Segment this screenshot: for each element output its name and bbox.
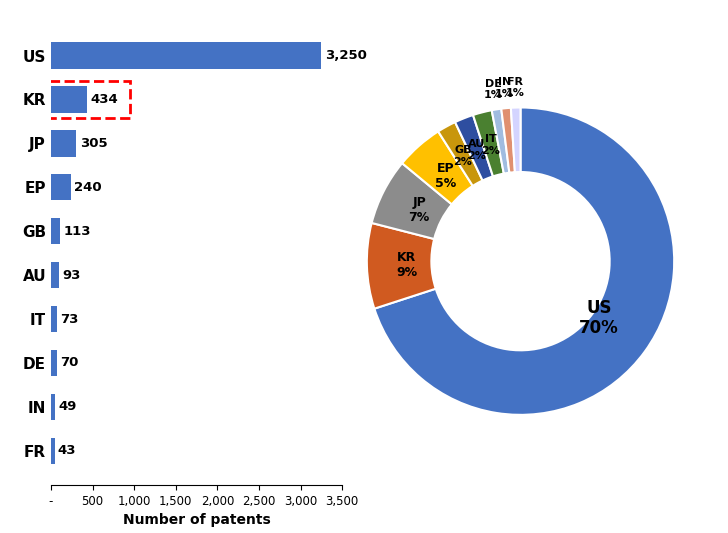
Text: 113: 113 bbox=[63, 225, 91, 238]
Text: IN
1%: IN 1% bbox=[495, 77, 514, 99]
Text: GB
2%: GB 2% bbox=[454, 146, 472, 167]
Bar bbox=[51, 218, 60, 245]
Bar bbox=[51, 262, 59, 288]
Text: EP
5%: EP 5% bbox=[435, 162, 456, 190]
Text: US
70%: US 70% bbox=[579, 298, 619, 337]
Wedge shape bbox=[491, 109, 510, 174]
Text: 3,250: 3,250 bbox=[325, 49, 367, 62]
Bar bbox=[51, 306, 57, 332]
Text: 70: 70 bbox=[60, 357, 79, 369]
Text: IT
2%: IT 2% bbox=[481, 134, 500, 156]
Text: 49: 49 bbox=[58, 400, 76, 414]
Bar bbox=[51, 43, 321, 69]
Bar bbox=[51, 394, 55, 420]
Wedge shape bbox=[438, 122, 483, 186]
Text: FR
1%: FR 1% bbox=[506, 77, 524, 99]
Wedge shape bbox=[473, 110, 504, 176]
Wedge shape bbox=[455, 115, 493, 181]
Wedge shape bbox=[402, 132, 472, 204]
Text: AU
2%: AU 2% bbox=[467, 139, 486, 160]
Wedge shape bbox=[511, 108, 521, 172]
Text: DE
1%: DE 1% bbox=[484, 79, 503, 100]
Bar bbox=[51, 350, 57, 376]
Text: JP
7%: JP 7% bbox=[408, 196, 430, 223]
Wedge shape bbox=[367, 223, 436, 309]
Text: 434: 434 bbox=[90, 93, 118, 106]
Wedge shape bbox=[502, 108, 515, 173]
Bar bbox=[51, 130, 76, 157]
Text: 93: 93 bbox=[62, 269, 80, 281]
Text: 240: 240 bbox=[74, 181, 102, 194]
Wedge shape bbox=[372, 163, 452, 239]
Text: 43: 43 bbox=[58, 445, 76, 457]
Text: 73: 73 bbox=[60, 312, 79, 326]
Text: 305: 305 bbox=[79, 137, 107, 150]
Bar bbox=[51, 86, 87, 112]
Bar bbox=[51, 174, 71, 200]
Text: KR
9%: KR 9% bbox=[396, 251, 417, 279]
Bar bbox=[51, 438, 55, 464]
X-axis label: Number of patents: Number of patents bbox=[123, 513, 270, 527]
Wedge shape bbox=[374, 108, 674, 415]
